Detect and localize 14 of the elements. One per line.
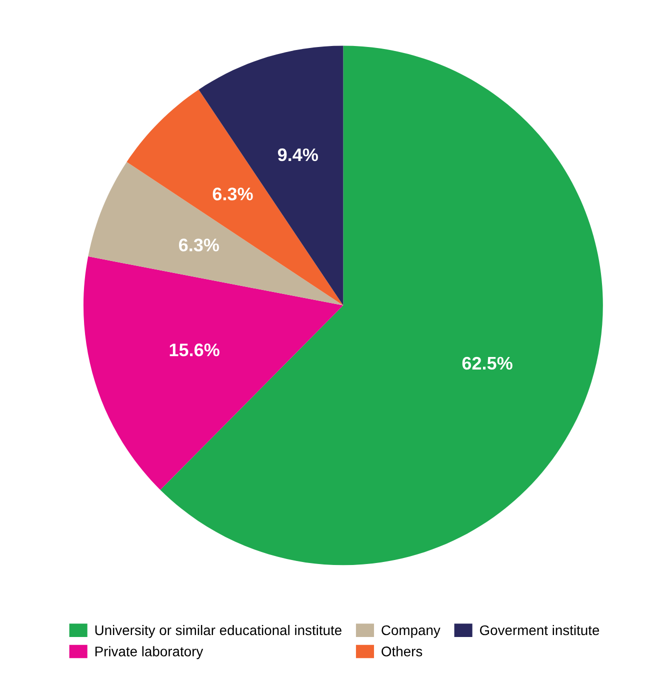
data-label: 62.5%	[462, 356, 512, 370]
pie-slice	[83, 256, 344, 490]
pie-slice	[126, 90, 344, 306]
pie-slice	[160, 46, 603, 566]
legend-label: Private laboratory	[95, 646, 204, 660]
data-label: 6.3%	[179, 238, 220, 252]
legend-label: Others	[382, 646, 422, 656]
legend-label: University or similar educational institute	[95, 624, 342, 638]
data-label: 15.6%	[170, 344, 220, 356]
data-label: 9.4%	[278, 148, 318, 162]
legend-label: Goverment institute	[480, 624, 600, 636]
pie-slice	[88, 162, 344, 306]
legend-label: Company	[382, 625, 440, 638]
data-label: 6.3%	[212, 188, 253, 200]
